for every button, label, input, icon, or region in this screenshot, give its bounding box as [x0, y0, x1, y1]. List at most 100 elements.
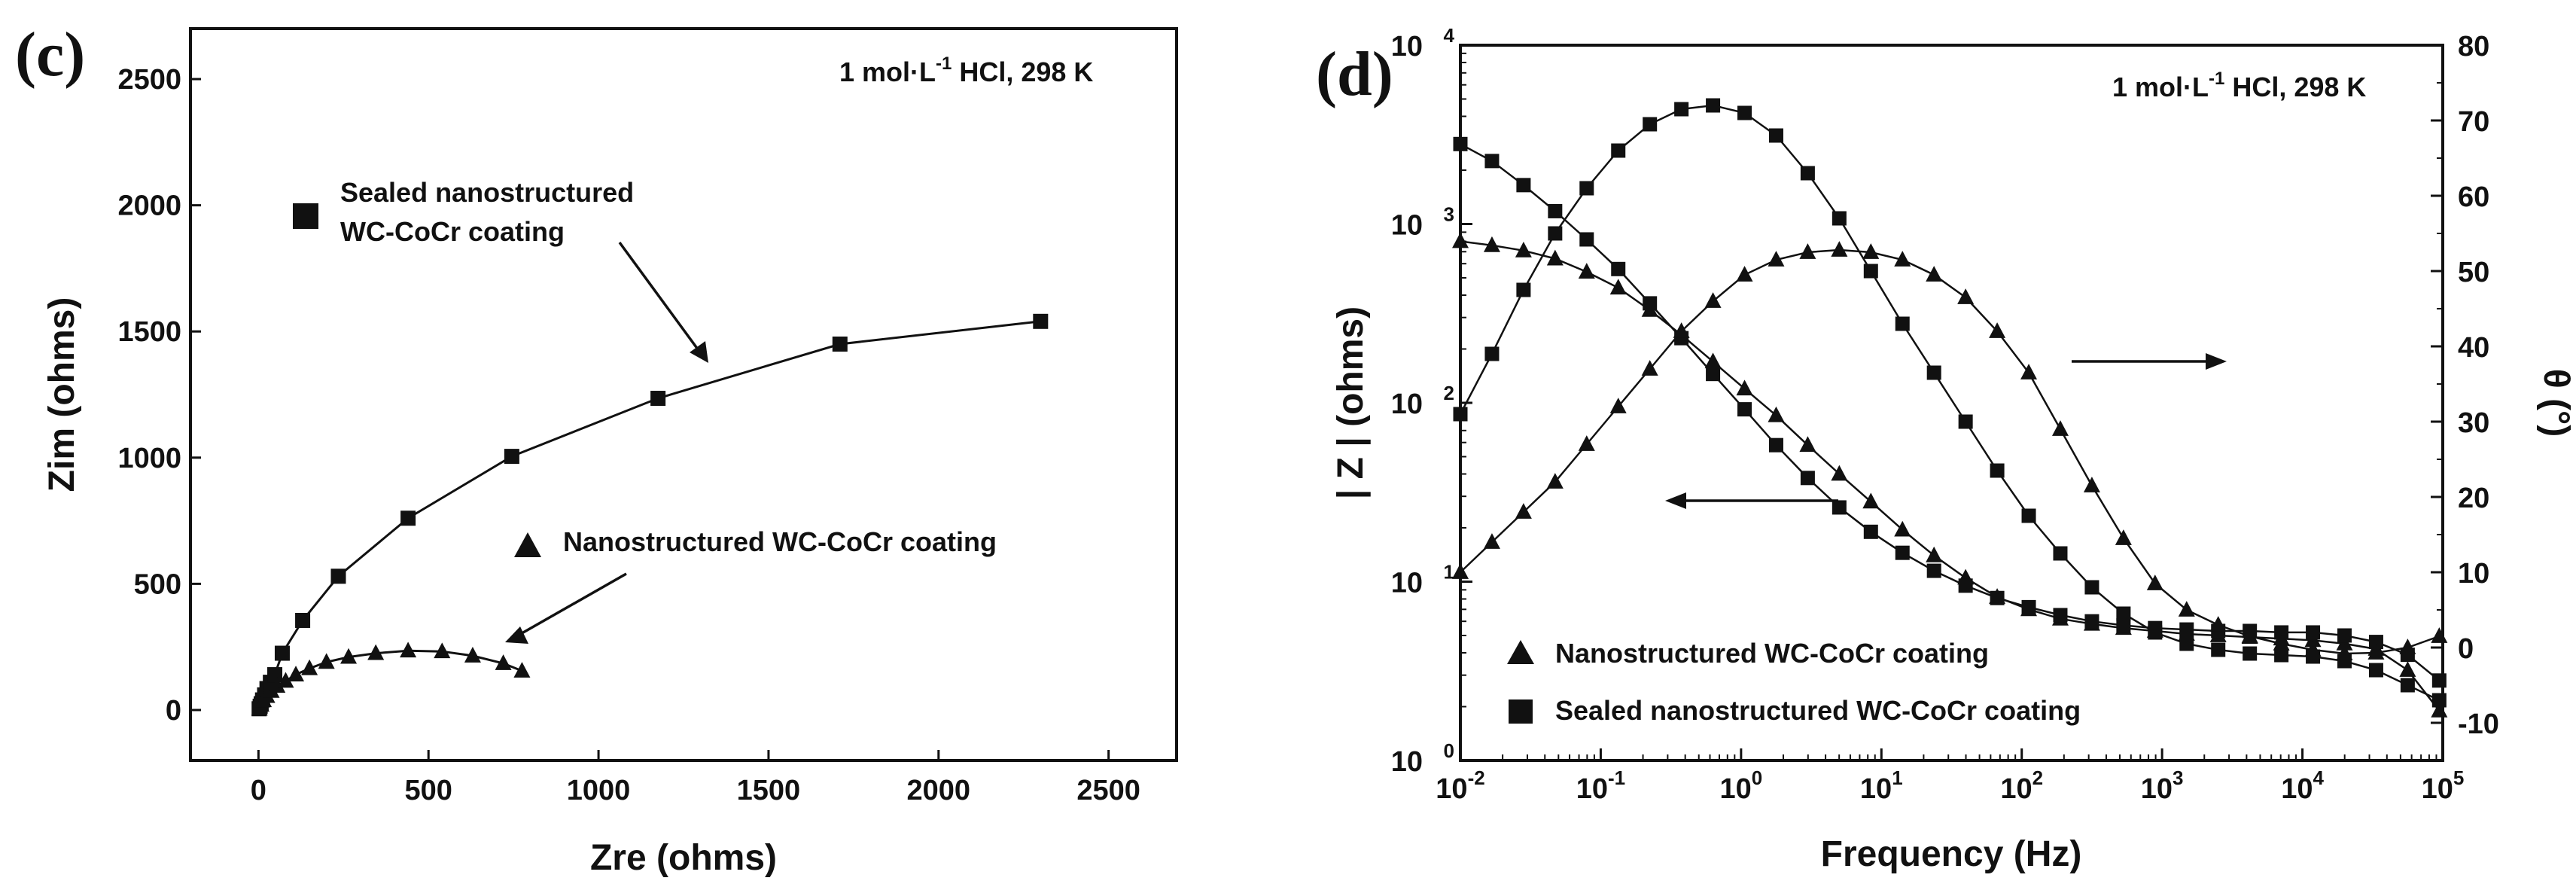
- panel-d-right-tick-label: 10: [2458, 558, 2489, 590]
- panel-d-point-nano: [1894, 520, 1911, 537]
- panel-c-y-tick-label: 2000: [117, 190, 181, 222]
- panel-d-point-sealed: [2306, 625, 2321, 640]
- panel-d-point-nano: [1515, 241, 1532, 258]
- panel-d-plot-frame: [1459, 44, 2444, 762]
- panel-c-point-nano: [434, 642, 451, 659]
- panel-c-series: [251, 313, 1049, 717]
- panel-c-point-sealed: [400, 511, 416, 526]
- panel-d-right-tick-label: 0: [2458, 633, 2474, 665]
- panel-d-left-tick-label: 10 3: [1391, 203, 1454, 242]
- panel-d-point-nano: [2083, 477, 2100, 492]
- panel-c-point-nano: [400, 642, 417, 658]
- arrow-to-nano-curve: [505, 572, 627, 644]
- panel-d-point-sealed: [1737, 105, 1752, 120]
- panel-d-point-sealed: [2274, 648, 2289, 663]
- panel-d-point-nano: [1609, 279, 1627, 295]
- panel-c-nyquist-plot: (c) 0 500 1000 1500 2000 2500 0 500 1000 1500 2000…: [15, 20, 1178, 878]
- legend-label-sealed-d: Sealed nanostructured WC-CoCr coating: [1555, 695, 2081, 726]
- panel-d-point-nano: [1641, 360, 1658, 376]
- panel-d-point-sealed: [1800, 166, 1815, 181]
- panel-d-point-sealed: [1832, 211, 1847, 226]
- panel-c-point-nano: [340, 648, 358, 664]
- panel-d-point-nano: [1673, 322, 1690, 338]
- panel-d-point-sealed: [2084, 614, 2099, 629]
- panel-c-x-tick-label: 1000: [567, 775, 631, 806]
- panel-d-point-nano: [1894, 251, 1911, 267]
- panel-c-point-nano: [269, 677, 286, 693]
- legend-label-sealed-line1: Sealed nanostructured: [340, 177, 634, 208]
- panel-c-x-axis-label: Zre (ohms): [590, 838, 777, 878]
- panel-d-point-sealed: [1674, 102, 1689, 117]
- panel-d-point-sealed: [1768, 128, 1783, 143]
- panel-d-left-y-axis-label: | Z | (ohms): [1331, 306, 1371, 499]
- panel-c-point-nano: [301, 659, 318, 675]
- panel-d-point-nano: [1483, 236, 1500, 252]
- panel-c-x-tick-label: 2000: [907, 775, 971, 806]
- panel-d-point-sealed: [2274, 625, 2289, 640]
- panel-d-point-nano: [1831, 465, 1848, 481]
- panel-c-point-nano: [288, 666, 305, 681]
- panel-d-point-sealed: [1579, 181, 1594, 196]
- panel-d-point-nano: [1862, 243, 1880, 259]
- panel-d-x-tick-label: 105: [2422, 767, 2465, 805]
- panel-c-x-tick-label: 1500: [737, 775, 801, 806]
- panel-d-point-nano: [1926, 546, 1943, 562]
- panel-d-point-sealed: [1516, 178, 1531, 193]
- panel-d-point-nano: [2399, 661, 2416, 677]
- legend-marker-sealed-square-d: [1509, 699, 1533, 724]
- arrow-to-sealed-curve: [618, 241, 708, 363]
- panel-c-point-nano: [318, 653, 335, 669]
- panel-d-point-nano: [1483, 533, 1500, 549]
- panel-d-point-nano: [1704, 292, 1722, 308]
- panel-d-point-nano: [2367, 644, 2385, 660]
- panel-d-point-sealed: [1958, 578, 1973, 593]
- panel-d-point-nano: [1515, 503, 1532, 519]
- legend-marker-sealed-square: [293, 203, 318, 229]
- panel-c-y-tick-label: 500: [134, 568, 181, 600]
- panel-d-point-sealed: [1926, 365, 1941, 380]
- panel-d-point-sealed: [2021, 599, 2036, 614]
- panel-d-point-sealed: [1706, 98, 1721, 113]
- legend-marker-nano-triangle: [514, 532, 541, 557]
- panel-d-point-nano: [2020, 364, 2038, 379]
- panel-d-point-nano: [2273, 635, 2290, 651]
- legend-label-nano-d: Nanostructured WC-CoCr coating: [1555, 638, 1989, 669]
- panel-d-right-tick-label: 70: [2458, 106, 2489, 138]
- panel-c-condition-annotation: 1 mol·L-1 HCl, 298 K: [839, 53, 1093, 87]
- panel-d-point-sealed: [2243, 646, 2258, 661]
- panel-d-point-nano: [1736, 266, 1753, 282]
- legend-marker-nano-triangle-d: [1507, 640, 1534, 664]
- panel-d-point-sealed: [1737, 402, 1752, 417]
- panel-d-x-axis-label: Frequency (Hz): [1821, 834, 2082, 874]
- panel-d-point-sealed: [1863, 264, 1878, 279]
- panel-d-point-sealed: [1863, 524, 1878, 539]
- panel-d-point-sealed: [1611, 143, 1626, 158]
- panel-d-point-sealed: [1484, 154, 1500, 169]
- panel-d-point-sealed: [1643, 296, 1658, 311]
- panel-d-point-sealed: [2116, 606, 2131, 621]
- panel-d-left-tick-label: 10 0: [1391, 739, 1454, 778]
- panel-d-point-nano: [1768, 251, 1785, 267]
- panel-d-point-nano: [2241, 627, 2258, 643]
- panel-c-point-sealed: [650, 391, 666, 407]
- panel-d-point-nano: [2146, 575, 2163, 590]
- panel-d-right-tick-label: -10: [2458, 709, 2499, 740]
- panel-d-point-nano: [1704, 352, 1722, 369]
- panel-d-point-nano: [2178, 601, 2195, 617]
- panel-d-point-sealed: [2053, 608, 2068, 623]
- panel-c-point-nano: [495, 654, 512, 670]
- panel-d-point-nano: [1736, 379, 1753, 396]
- panel-c-x-tick-label: 2500: [1076, 775, 1140, 806]
- panel-d-point-sealed: [2084, 580, 2099, 595]
- panel-d-point-sealed: [1832, 500, 1847, 515]
- panel-d-point-nano: [1768, 406, 1785, 422]
- panel-d-point-sealed: [1516, 282, 1531, 297]
- panel-d-point-sealed: [1926, 563, 1941, 578]
- panel-c-point-sealed: [267, 667, 283, 683]
- panel-d-point-nano: [2051, 420, 2069, 436]
- panel-d-point-nano: [1989, 322, 2006, 338]
- panel-d-left-tick-label: 10 4: [1391, 24, 1455, 62]
- panel-c-label: (c): [15, 20, 85, 90]
- panel-d-point-nano: [1862, 492, 1880, 509]
- panel-c-y-tick-label: 1500: [117, 316, 181, 348]
